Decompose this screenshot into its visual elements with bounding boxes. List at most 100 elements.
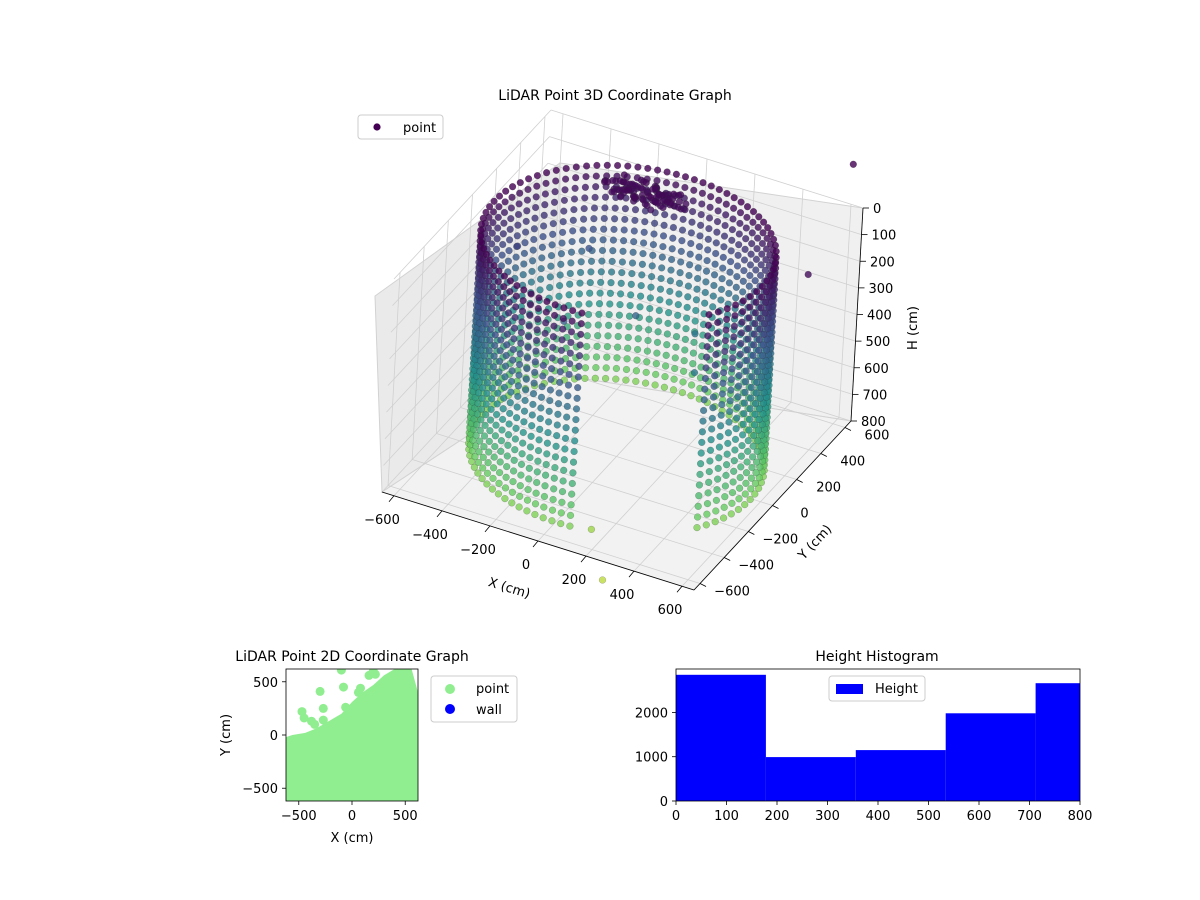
3d-point: [658, 253, 666, 261]
3d-point: [674, 203, 682, 212]
3d-point: [503, 330, 512, 338]
histogram-x-tick-label: 600: [967, 809, 992, 824]
3d-point: [577, 258, 585, 266]
2d-legend-marker-point: [445, 684, 455, 694]
3d-point: [508, 183, 517, 191]
3d-point: [558, 228, 567, 237]
3d-point: [478, 394, 486, 403]
3d-y-tick: [724, 557, 731, 561]
3d-point: [475, 378, 483, 386]
3d-point: [522, 375, 530, 383]
3d-point: [638, 260, 647, 268]
3d-point: [519, 439, 527, 447]
3d-point: [750, 421, 759, 429]
3d-point: [578, 309, 586, 317]
3d-point: [702, 364, 710, 372]
2d-legend: point wall: [430, 675, 518, 723]
3d-point: [674, 300, 682, 309]
3d-point: [754, 437, 762, 445]
3d-point: [657, 274, 665, 283]
3d-point: [541, 329, 549, 338]
3d-point: [491, 442, 499, 451]
3d-point: [659, 203, 667, 212]
3d-point: [585, 244, 593, 253]
3d-point: [744, 324, 753, 333]
3d-point: [521, 239, 529, 247]
3d-point: [478, 325, 486, 333]
3d-point: [523, 354, 532, 362]
3d-point: [472, 431, 480, 440]
3d-point: [698, 200, 706, 208]
3d-point: [750, 341, 758, 349]
3d-point: [591, 374, 599, 382]
3d-point: [479, 373, 487, 381]
histogram-y-tick-label: 0: [660, 795, 668, 810]
3d-point: [583, 332, 591, 340]
3d-point: [482, 208, 490, 217]
2d-legend-label-wall: wall: [476, 703, 502, 718]
3d-point: [526, 311, 534, 319]
3d-point: [762, 346, 771, 354]
3d-point: [502, 473, 510, 481]
3d-point: [477, 346, 485, 354]
3d-point: [536, 286, 544, 294]
histogram-bar: [676, 674, 766, 801]
3d-point: [549, 343, 557, 352]
3d-point: [547, 262, 555, 270]
3d-point: [540, 340, 549, 348]
3d-point: [747, 250, 755, 258]
3d-point: [625, 312, 634, 320]
3d-point: [540, 492, 549, 501]
3d-point: [675, 290, 683, 298]
3d-point: [504, 441, 512, 449]
3d-point: [535, 294, 543, 302]
3d-point: [737, 198, 745, 206]
3d-point: [567, 328, 576, 336]
3d-point: [651, 381, 659, 389]
3d-point: [478, 266, 487, 274]
3d-point: [757, 304, 765, 312]
3d-point: [739, 297, 747, 305]
3d-point: [513, 403, 521, 411]
3d-point: [527, 278, 536, 286]
3d-point: [557, 250, 566, 258]
3d-point: [500, 283, 508, 291]
3d-point: [719, 514, 728, 522]
3d-point: [488, 485, 497, 493]
3d-point: [711, 518, 719, 526]
3d-point: [671, 364, 679, 373]
3d-point: [506, 399, 514, 407]
3d-point: [742, 469, 751, 477]
3d-x-tick: [628, 570, 635, 578]
3d-point: [721, 221, 729, 230]
3d-point: [738, 318, 746, 326]
3d-y-tick-label: 400: [840, 455, 865, 470]
3d-point: [497, 336, 505, 344]
3d-point: [642, 368, 650, 377]
3d-point: [489, 464, 498, 472]
3d-point: [669, 386, 678, 394]
3d-point: [727, 510, 735, 518]
3d-point: [508, 499, 516, 507]
3d-point: [533, 468, 541, 476]
3d-point: [542, 179, 550, 188]
3d-point: [563, 413, 571, 421]
3d-point: [485, 267, 493, 275]
3d-point: [480, 282, 489, 290]
3d-point: [549, 333, 558, 341]
3d-point: [741, 378, 750, 386]
3d-point: [710, 382, 718, 391]
3d-point: [762, 356, 770, 365]
3d-point: [474, 469, 482, 477]
3d-point: [706, 446, 715, 454]
3d-point: [571, 426, 579, 434]
3d-point: [685, 271, 693, 280]
3d-point: [486, 416, 495, 424]
3d-point: [615, 311, 624, 319]
3d-point: [745, 314, 753, 322]
3d-point: [769, 235, 778, 244]
3d-gridline: [541, 269, 855, 369]
3d-point: [488, 304, 496, 312]
3d-point: [523, 507, 531, 515]
3d-point: [719, 264, 727, 272]
